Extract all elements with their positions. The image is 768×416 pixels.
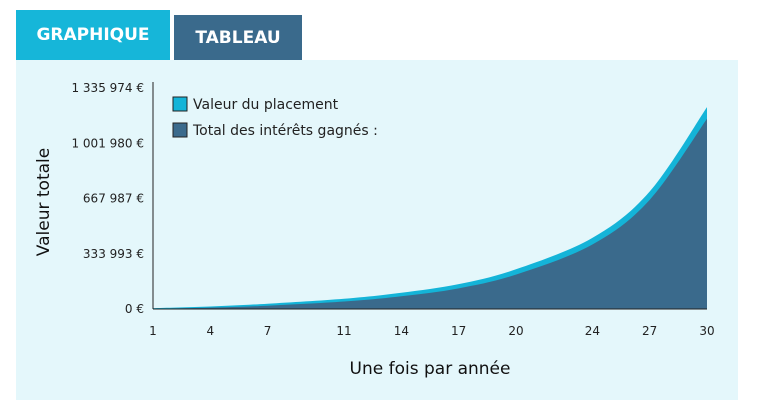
x-tick-label: 24	[585, 324, 600, 338]
x-tick-label: 27	[642, 324, 657, 338]
y-axis-title: Valeur totale	[34, 148, 54, 256]
y-tick-label: 0 €	[125, 302, 144, 316]
y-tick-label: 1 001 980 €	[71, 136, 144, 150]
legend-label-interets: Total des intérêts gagnés :	[192, 123, 378, 139]
tab-tableau[interactable]: TABLEAU	[174, 15, 302, 60]
legend: Valeur du placement Total des intérêts g…	[172, 96, 378, 139]
x-tick-label: 7	[264, 324, 272, 338]
legend-label-valeur: Valeur du placement	[193, 97, 339, 113]
x-tick-label: 4	[206, 324, 214, 338]
y-axis-ticks: 0 € 333 993 € 667 987 € 1 001 980 € 1 335 97…	[71, 81, 144, 316]
y-tick-label: 1 335 974 €	[71, 81, 144, 95]
x-axis-title: Une fois par année	[350, 359, 511, 379]
legend-swatch-interets	[172, 122, 188, 138]
x-tick-label: 11	[336, 324, 351, 338]
area-total-interets	[153, 118, 707, 310]
x-tick-label: 1	[149, 324, 157, 338]
x-tick-label: 30	[699, 324, 714, 338]
x-tick-label: 20	[508, 324, 523, 338]
x-tick-label: 17	[451, 324, 466, 338]
tab-graphique[interactable]: GRAPHIQUE	[16, 10, 170, 60]
y-tick-label: 667 987 €	[83, 192, 144, 206]
y-tick-label: 333 993 €	[83, 247, 144, 261]
x-axis-ticks: 1 4 7 11 14 17 20 24 27 30	[149, 324, 714, 338]
x-tick-label: 14	[394, 324, 409, 338]
legend-swatch-valeur	[172, 96, 188, 112]
